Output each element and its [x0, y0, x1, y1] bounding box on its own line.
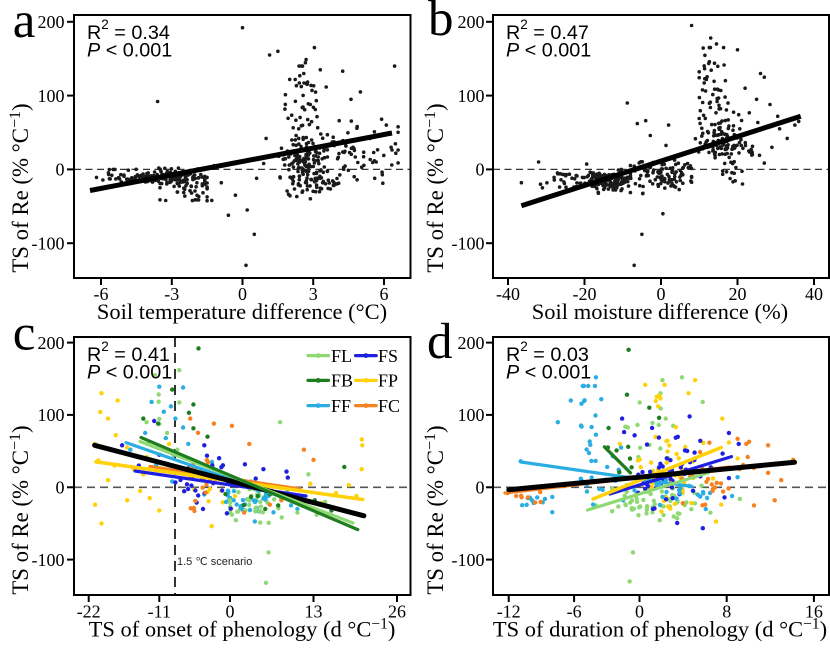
- svg-text:P < 0.001: P < 0.001: [506, 362, 591, 384]
- svg-text:13: 13: [305, 602, 323, 622]
- svg-text:8: 8: [722, 602, 731, 622]
- svg-text:200: 200: [458, 333, 485, 353]
- svg-text:0: 0: [238, 284, 247, 304]
- svg-text:TS of Re (% °C−1): TS of Re (% °C−1): [422, 103, 448, 272]
- svg-text:-22: -22: [77, 602, 101, 622]
- svg-text:FP: FP: [378, 371, 398, 391]
- svg-text:TS of Re (% °C−1): TS of Re (% °C−1): [422, 425, 448, 594]
- svg-text:a: a: [13, 0, 36, 49]
- svg-text:TS of duration of phenology (d: TS of duration of phenology (d °C−1): [493, 616, 827, 642]
- svg-text:1.5 ℃ scenario: 1.5 ℃ scenario: [177, 556, 252, 568]
- svg-text:P < 0.001: P < 0.001: [506, 40, 591, 62]
- svg-text:-6: -6: [567, 602, 582, 622]
- svg-text:200: 200: [458, 12, 485, 32]
- svg-text:-100: -100: [452, 550, 485, 570]
- svg-text:26: 26: [388, 602, 406, 622]
- svg-text:0: 0: [657, 284, 666, 304]
- svg-text:FS: FS: [378, 346, 398, 366]
- svg-text:20: 20: [729, 284, 747, 304]
- svg-text:-20: -20: [573, 284, 597, 304]
- svg-text:R2 = 0.41: R2 = 0.41: [87, 339, 170, 366]
- svg-text:TS of onset of phenology (d °C: TS of onset of phenology (d °C−1): [89, 616, 396, 642]
- svg-text:40: 40: [805, 284, 823, 304]
- svg-text:3: 3: [309, 284, 318, 304]
- svg-text:6: 6: [380, 284, 389, 304]
- svg-text:Soil moisture difference (%): Soil moisture difference (%): [532, 299, 788, 324]
- svg-text:200: 200: [38, 333, 65, 353]
- svg-text:-100: -100: [32, 233, 65, 253]
- svg-text:-3: -3: [164, 284, 179, 304]
- svg-text:R2 = 0.03: R2 = 0.03: [506, 339, 589, 366]
- svg-text:FL: FL: [331, 346, 352, 366]
- svg-text:-100: -100: [32, 550, 65, 570]
- svg-text:FF: FF: [331, 396, 351, 416]
- svg-text:R2 = 0.34: R2 = 0.34: [87, 17, 170, 44]
- svg-text:-40: -40: [496, 284, 520, 304]
- svg-text:-6: -6: [94, 284, 109, 304]
- svg-text:100: 100: [458, 405, 485, 425]
- svg-text:200: 200: [38, 12, 65, 32]
- svg-text:FC: FC: [378, 396, 400, 416]
- svg-text:0: 0: [226, 602, 235, 622]
- svg-text:0: 0: [476, 160, 485, 180]
- svg-text:0: 0: [56, 160, 65, 180]
- svg-text:100: 100: [458, 86, 485, 106]
- svg-text:0: 0: [56, 478, 65, 498]
- svg-text:100: 100: [38, 86, 65, 106]
- svg-text:FB: FB: [331, 371, 353, 391]
- svg-text:0: 0: [476, 478, 485, 498]
- svg-text:d: d: [427, 314, 453, 370]
- svg-text:R2 = 0.47: R2 = 0.47: [506, 17, 589, 44]
- svg-text:-100: -100: [452, 233, 485, 253]
- svg-text:b: b: [428, 0, 454, 47]
- svg-text:TS of Re (% °C−1): TS of Re (% °C−1): [7, 425, 33, 594]
- svg-text:0: 0: [635, 602, 644, 622]
- svg-text:Soil temperature difference (°: Soil temperature difference (°C): [97, 299, 387, 324]
- svg-text:c: c: [13, 306, 36, 362]
- svg-text:100: 100: [38, 405, 65, 425]
- svg-text:P < 0.001: P < 0.001: [87, 40, 172, 62]
- svg-text:16: 16: [805, 602, 823, 622]
- svg-text:TS of Re (% °C−1): TS of Re (% °C−1): [7, 103, 33, 272]
- svg-text:-12: -12: [497, 602, 521, 622]
- svg-text:-11: -11: [148, 602, 171, 622]
- svg-text:P < 0.001: P < 0.001: [87, 362, 172, 384]
